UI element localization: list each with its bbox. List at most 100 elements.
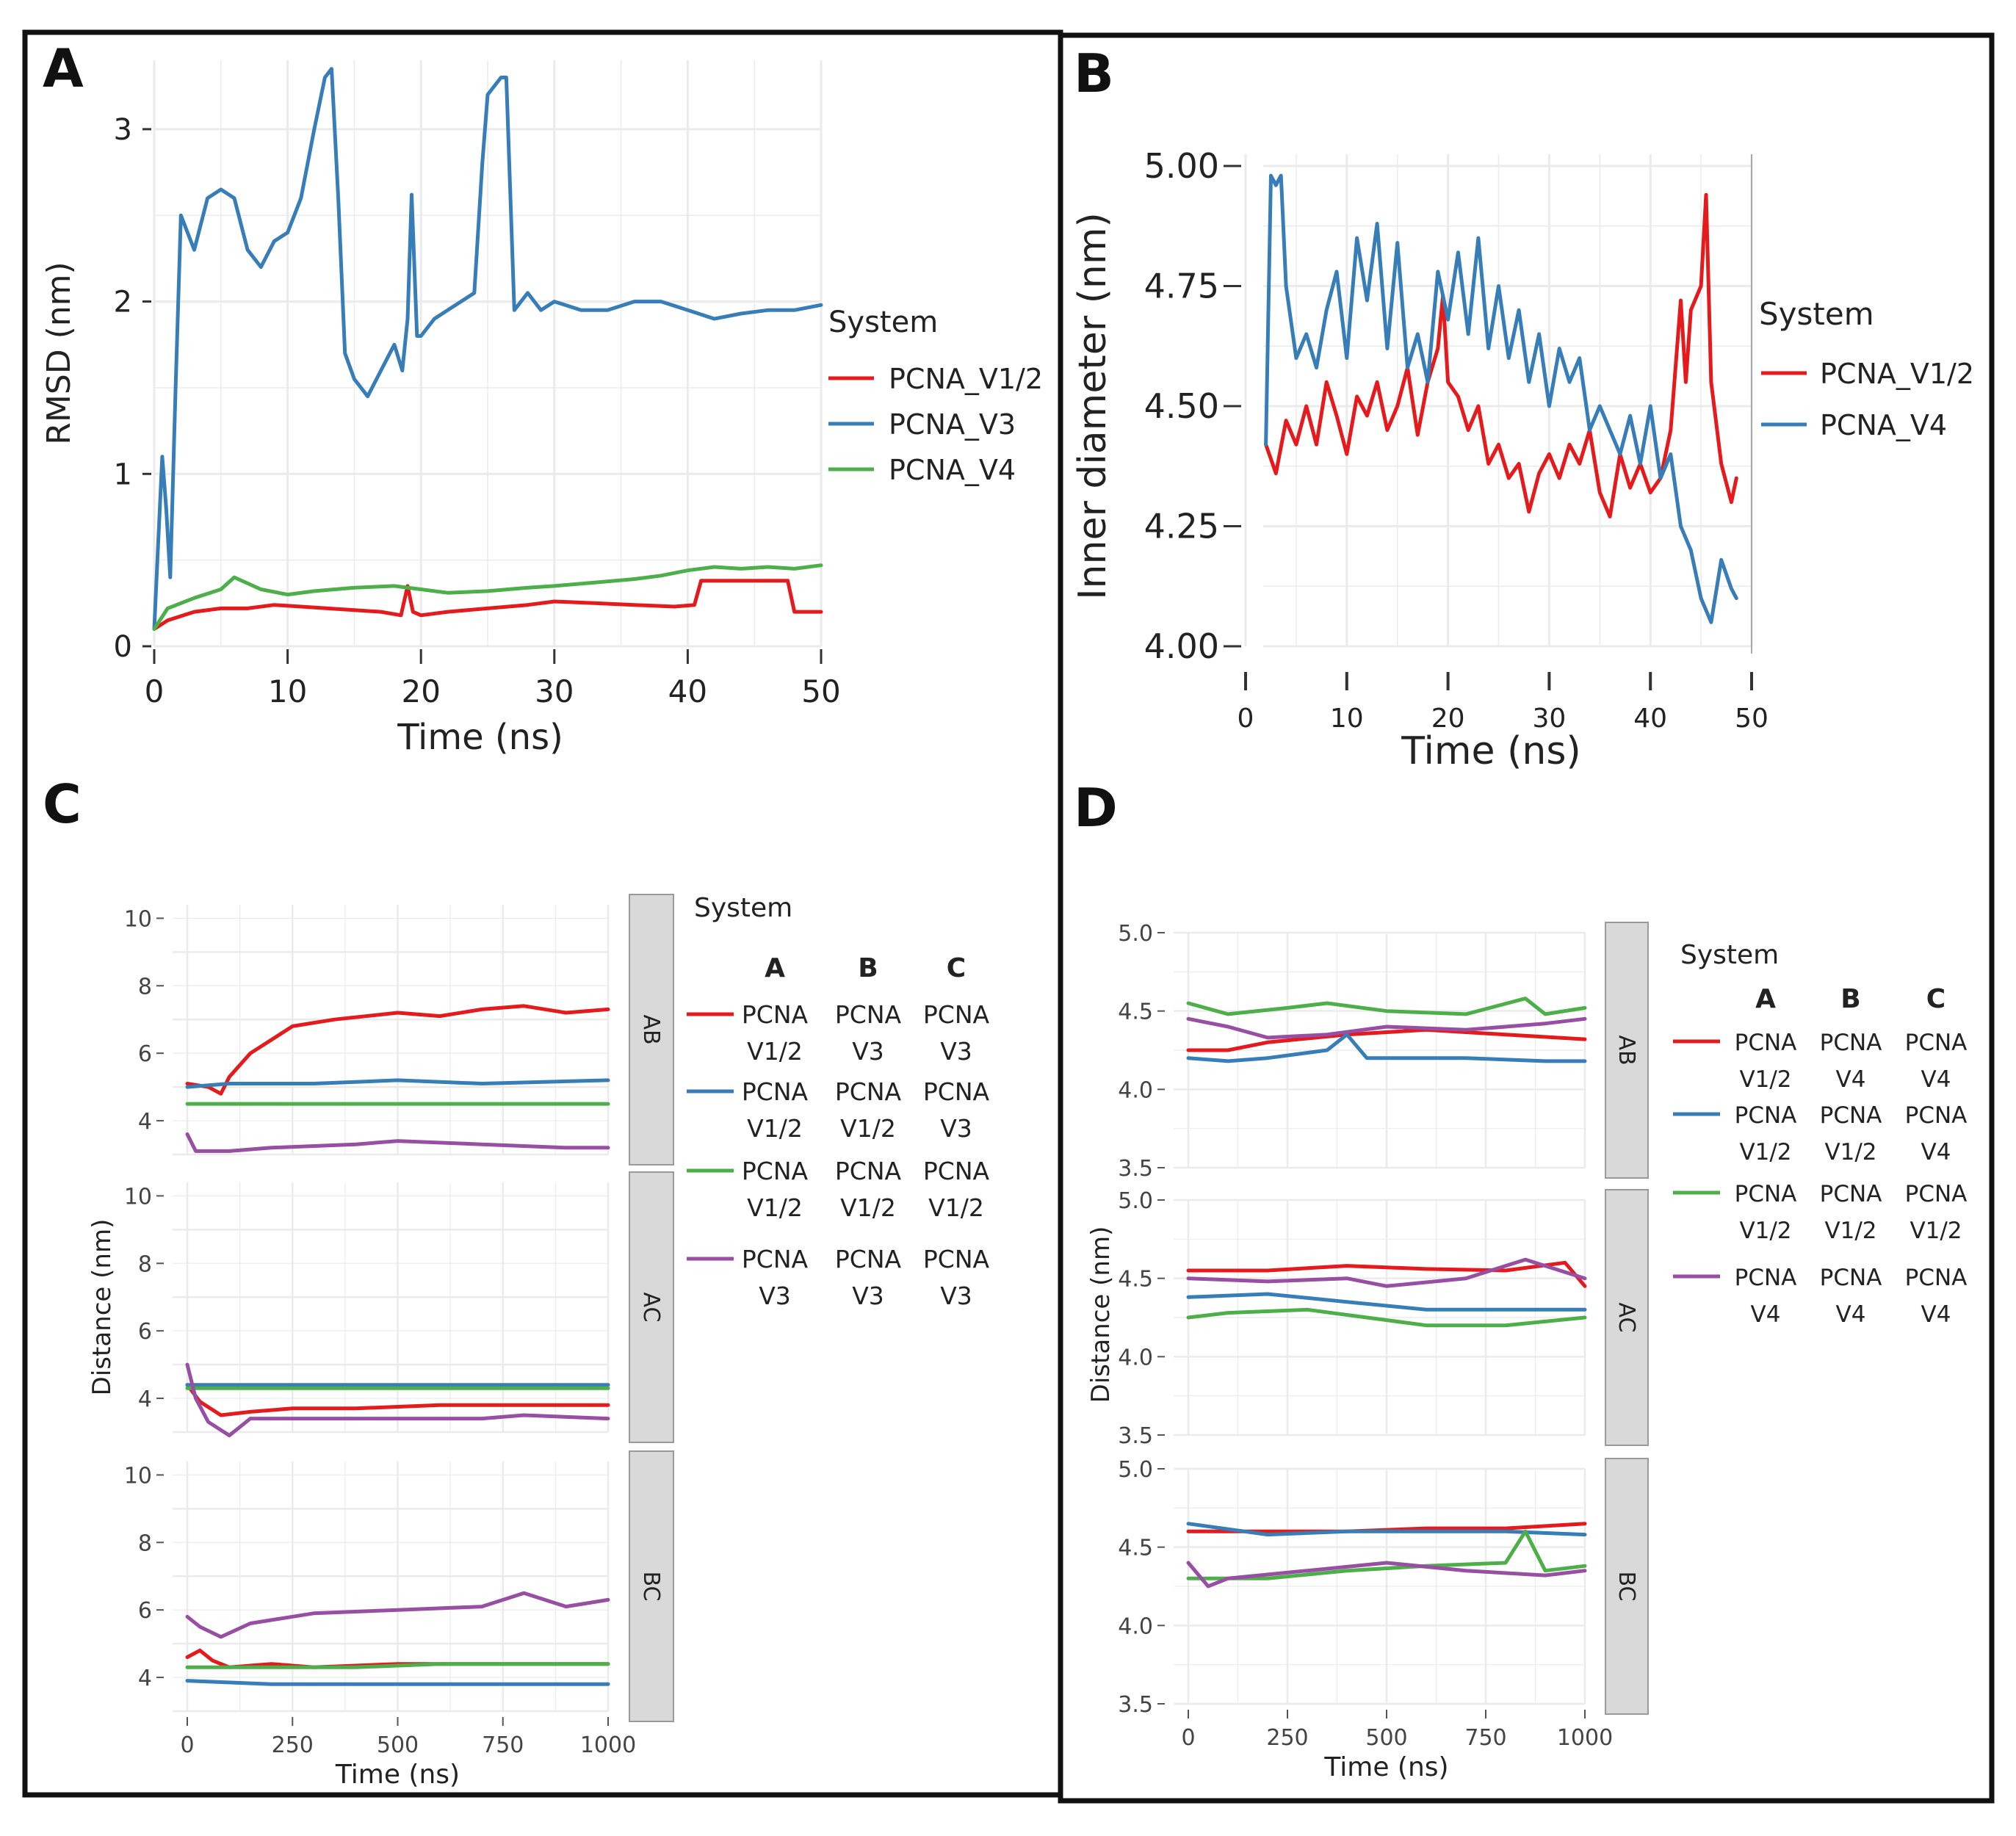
series-line <box>1186 1561 1587 1589</box>
legend-cell-line: V1/2 <box>1824 1139 1876 1165</box>
y-tick-label: 10 <box>124 906 152 932</box>
y-tick-label: 5.00 <box>1144 146 1219 186</box>
series-line <box>1186 1033 1587 1063</box>
y-tick-label: 4 <box>138 1666 152 1691</box>
y-tick-label: 5.0 <box>1118 921 1153 947</box>
legend-column-header: B <box>1840 984 1860 1014</box>
y-tick-label: 3 <box>114 113 132 147</box>
y-tick-label: 6 <box>138 1041 152 1067</box>
series-line <box>185 1004 610 1096</box>
series-line <box>1264 192 1738 518</box>
legend-cell-line: V3 <box>852 1037 884 1066</box>
legend-label: PCNA_V3 <box>889 408 1016 441</box>
y-tick-label: 4.5 <box>1118 1536 1153 1561</box>
series-line <box>185 1662 610 1669</box>
y-tick-label: 4.75 <box>1144 267 1219 306</box>
legend-title: System <box>828 306 938 339</box>
facet-strip <box>1605 922 1649 1179</box>
y-tick-label: 4.5 <box>1118 1000 1153 1025</box>
legend-cell-line: PCNA <box>742 1245 809 1273</box>
legend-title: System <box>1759 296 1874 332</box>
y-tick-label: 4 <box>138 1109 152 1135</box>
legend-cell-line: PCNA <box>1820 1102 1882 1129</box>
x-tick-label: 500 <box>1365 1725 1407 1751</box>
y-tick-label: 5.0 <box>1118 1188 1153 1214</box>
legend-cell-line: PCNA <box>742 1077 809 1106</box>
legend-cell-line: PCNA <box>742 1000 809 1029</box>
y-tick-label: 4.00 <box>1144 626 1219 666</box>
x-axis-title: Time (ns) <box>397 717 563 758</box>
legend-cell-line: V1/2 <box>1824 1218 1876 1244</box>
y-tick-label: 4.25 <box>1144 507 1219 546</box>
x-tick-label: 50 <box>801 673 840 709</box>
x-tick-label: 250 <box>272 1732 314 1758</box>
legend-cell-line: PCNA <box>835 1000 902 1029</box>
y-tick-label: 3.5 <box>1118 1692 1153 1718</box>
x-tick-label: 20 <box>1431 704 1465 734</box>
series-line <box>152 579 823 631</box>
legend-cell-line: V3 <box>759 1282 791 1310</box>
legend-cell-line: V3 <box>940 1114 972 1143</box>
legend-cell-line: V3 <box>940 1282 972 1310</box>
facet-strip-label: AC <box>638 1293 664 1323</box>
x-tick-label: 500 <box>377 1732 419 1758</box>
y-tick-label: 4.5 <box>1118 1267 1153 1293</box>
series-line <box>152 67 823 631</box>
x-tick-label: 0 <box>180 1732 194 1758</box>
x-axis-title: Time (ns) <box>335 1760 460 1790</box>
y-tick-label: 8 <box>138 1530 152 1556</box>
legend-cell-line: PCNA <box>1905 1102 1968 1129</box>
legend-cell-line: PCNA <box>1820 1030 1882 1056</box>
x-axis-title: Time (ns) <box>1401 729 1580 773</box>
legend-column-header: C <box>947 953 966 983</box>
facet-strip <box>1605 1189 1649 1446</box>
legend-cell-line: PCNA <box>1905 1030 1968 1056</box>
y-tick-label: 3.5 <box>1118 1156 1153 1182</box>
legend-label: PCNA_V1/2 <box>889 363 1043 395</box>
legend-cell-line: V1/2 <box>1739 1066 1791 1093</box>
y-tick-label: 10 <box>124 1463 152 1489</box>
x-axis-title: Time (ns) <box>1323 1752 1448 1782</box>
legend-column-header: C <box>1926 984 1945 1014</box>
facet-strip-label: AB <box>1614 1035 1639 1065</box>
facet-strip <box>629 1450 674 1722</box>
legend-cell-line: V4 <box>1751 1301 1781 1328</box>
legend-column-header: A <box>765 953 785 983</box>
legend-cell-line: V4 <box>1921 1066 1951 1093</box>
x-tick-label: 0 <box>1181 1725 1195 1751</box>
x-tick-label: 250 <box>1266 1725 1308 1751</box>
legend-cell-line: PCNA <box>1735 1102 1797 1129</box>
series-line <box>1186 997 1587 1016</box>
legend-cell-line: V1/2 <box>747 1193 803 1222</box>
x-tick-label: 20 <box>401 673 440 709</box>
legend-label: PCNA_V4 <box>889 454 1016 486</box>
legend-cell-line: V3 <box>940 1037 972 1066</box>
series-line <box>185 1362 610 1438</box>
legend-cell-line: V4 <box>1836 1301 1866 1328</box>
series-line <box>185 1132 610 1153</box>
legend-column-header: B <box>858 953 878 983</box>
panel-letter-c: C <box>43 773 82 835</box>
legend-cell-line: PCNA <box>1905 1265 1968 1291</box>
x-tick-label: 50 <box>1735 704 1768 734</box>
facet-strip-label: BC <box>1614 1571 1639 1601</box>
y-tick-label: 1 <box>114 458 132 491</box>
legend-cell-line: PCNA <box>923 1077 990 1106</box>
series-line <box>152 563 823 631</box>
facet-strip <box>629 1171 674 1443</box>
legend-cell-line: PCNA <box>1820 1265 1882 1291</box>
x-tick-label: 30 <box>535 673 574 709</box>
y-axis-title: Distance (nm) <box>87 1219 117 1396</box>
y-tick-label: 4.0 <box>1118 1077 1153 1103</box>
y-axis-title: Inner diameter (nm) <box>1071 212 1115 600</box>
chart-panel-d: 3.54.04.55.0AB3.54.04.55.0AC3.54.04.55.0… <box>1086 921 1967 1782</box>
legend-cell-line: PCNA <box>1735 1181 1797 1207</box>
legend-cell-line: PCNA <box>835 1157 902 1185</box>
series-line <box>1186 1260 1587 1288</box>
legend-cell-line: PCNA <box>923 1157 990 1185</box>
legend-cell-line: V1/2 <box>1739 1218 1791 1244</box>
y-tick-label: 2 <box>114 286 132 319</box>
x-tick-label: 10 <box>268 673 307 709</box>
